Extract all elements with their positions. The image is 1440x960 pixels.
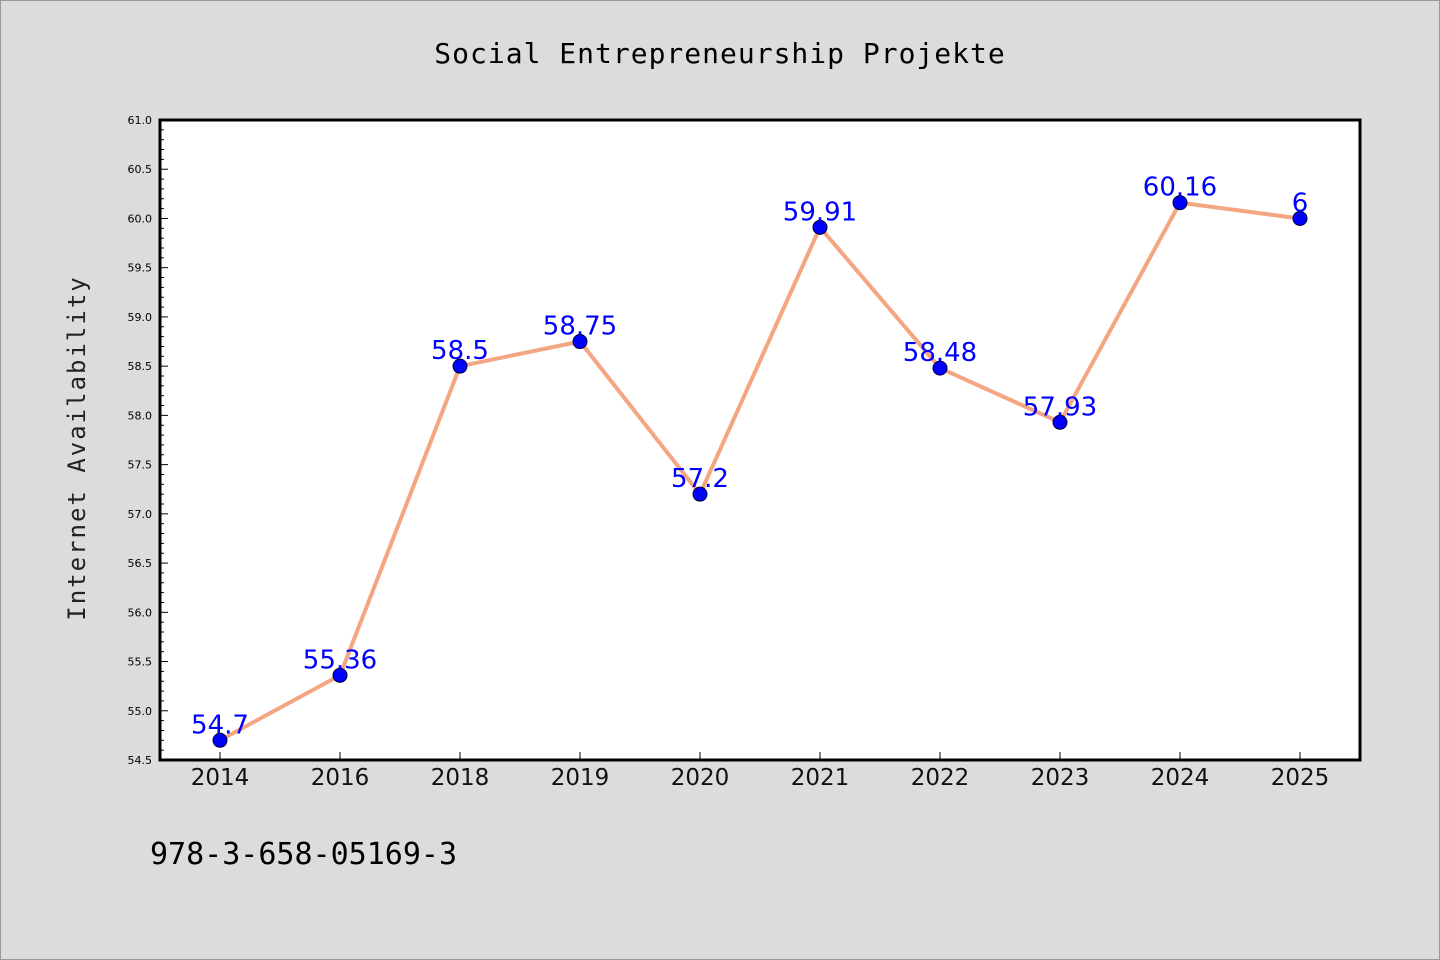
x-tick-label: 2018 — [431, 765, 490, 791]
data-label: 54.7 — [191, 710, 249, 740]
y-tick-label: 61.0 — [128, 114, 153, 127]
y-tick-label: 60.0 — [128, 212, 153, 225]
data-label: 58.5 — [431, 336, 489, 366]
data-point — [212, 732, 228, 748]
data-label: 58.75 — [543, 312, 617, 342]
footnote-isbn: 978-3-658-05169-3 — [150, 837, 457, 872]
y-tick-label: 56.0 — [128, 606, 153, 619]
data-point — [572, 334, 588, 350]
data-point — [1292, 210, 1308, 226]
x-tick-label: 2016 — [311, 765, 370, 791]
data-point — [692, 486, 708, 502]
data-point — [452, 358, 468, 374]
x-tick-label: 2020 — [671, 765, 730, 791]
data-point — [1052, 414, 1068, 430]
y-tick-label: 59.5 — [128, 262, 153, 275]
y-tick-label: 58.5 — [128, 360, 153, 373]
data-markers — [212, 195, 1308, 748]
y-tick-label: 55.0 — [128, 705, 153, 718]
y-tick-label: 55.5 — [128, 656, 153, 669]
y-axis-label: Internet Availability — [63, 275, 91, 620]
x-tick-label: 2024 — [1151, 765, 1210, 791]
x-tick-label: 2025 — [1271, 765, 1330, 791]
data-label: 57.93 — [1023, 392, 1097, 422]
plot-frame — [158, 118, 1362, 762]
series-line — [218, 200, 1302, 743]
data-label: 58.48 — [903, 338, 977, 368]
y-tick-label: 59.0 — [128, 311, 153, 324]
x-axis: 2014 2016 2018 2019 2020 2021 2022 2023 2024 2025 — [191, 752, 1330, 791]
data-point — [932, 360, 948, 376]
y-tick-label: 56.5 — [128, 557, 153, 570]
data-label: 60.16 — [1143, 173, 1217, 203]
data-point — [1172, 195, 1188, 211]
y-tick-label: 57.5 — [128, 459, 153, 472]
y-axis: 54.5 55.0 55.5 56.0 56.5 57.0 57.5 58.0 58.5 59.0… — [128, 114, 168, 767]
data-point — [812, 219, 828, 235]
data-label: 55.36 — [303, 645, 377, 675]
data-label: 6 — [1292, 188, 1309, 218]
data-point — [332, 667, 348, 683]
data-labels: 54.7 55.36 58.5 58.75 57.2 59.91 58.48 57.93 60.… — [191, 173, 1308, 741]
data-label: 59.91 — [783, 197, 857, 227]
x-tick-label: 2014 — [191, 765, 250, 791]
y-tick-label: 58.0 — [128, 409, 153, 422]
data-label: 57.2 — [671, 464, 729, 494]
y-tick-label: 54.5 — [128, 754, 153, 767]
x-tick-label: 2022 — [911, 765, 970, 791]
chart-title: Social Entrepreneurship Projekte — [434, 37, 1005, 70]
y-tick-label: 57.0 — [128, 508, 153, 521]
x-tick-label: 2023 — [1031, 765, 1090, 791]
plot-area — [160, 120, 1360, 760]
x-tick-label: 2019 — [551, 765, 610, 791]
y-tick-label: 60.5 — [128, 163, 153, 176]
x-tick-label: 2021 — [791, 765, 850, 791]
